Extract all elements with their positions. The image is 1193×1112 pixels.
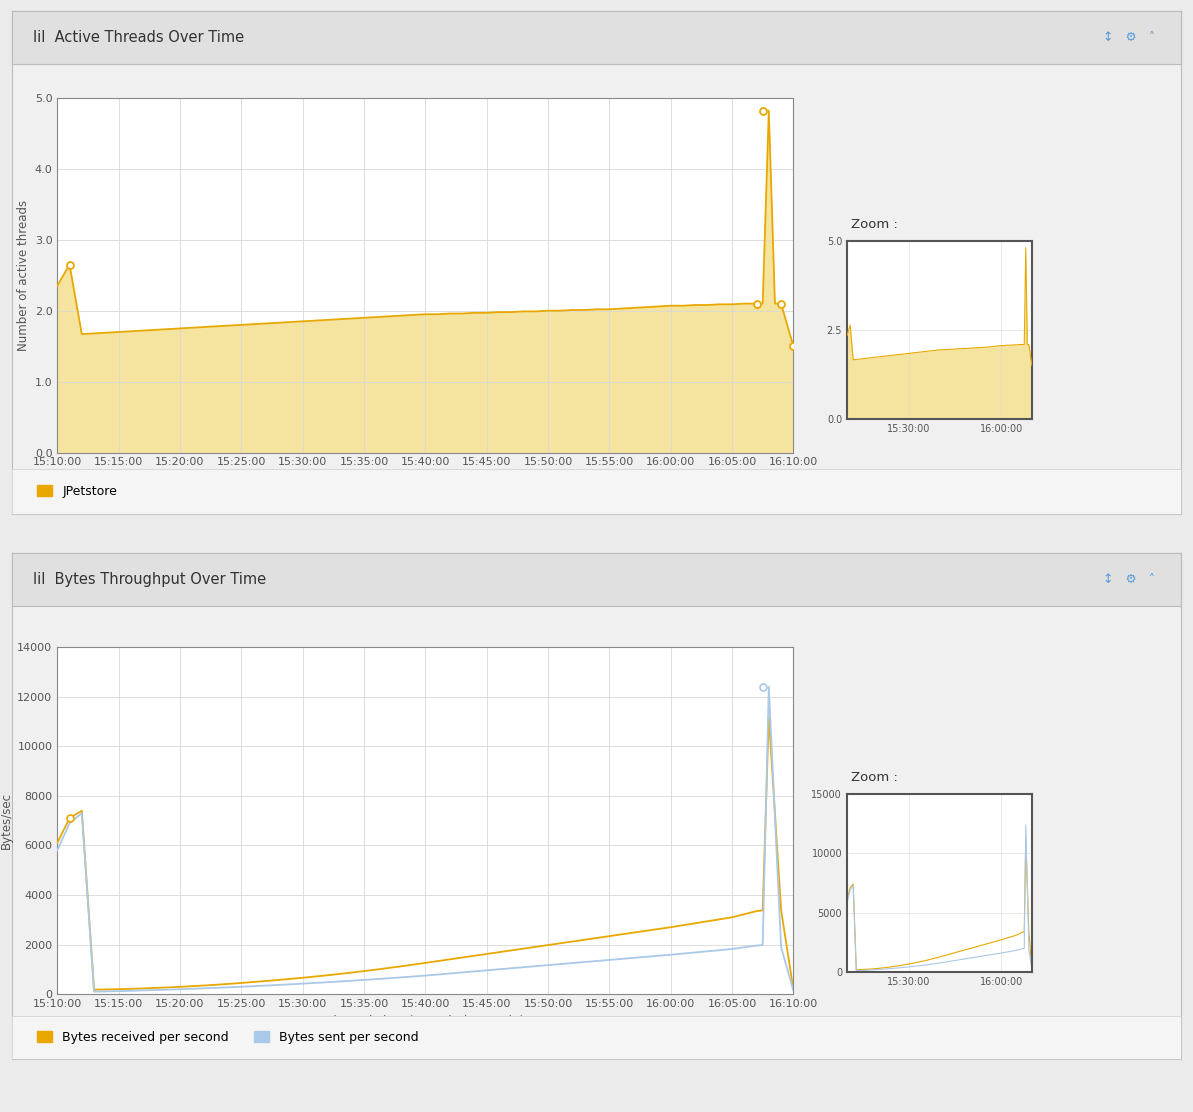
Text: ↕   ⚙   ˄: ↕ ⚙ ˄	[1104, 31, 1155, 44]
Legend: JPetstore: JPetstore	[32, 480, 122, 503]
X-axis label: Elapsed Time (granularity: 1 min): Elapsed Time (granularity: 1 min)	[326, 473, 525, 486]
Y-axis label: Number of active threads: Number of active threads	[18, 200, 31, 350]
Y-axis label: Bytes/sec: Bytes/sec	[0, 792, 13, 850]
Text: ↕   ⚙   ˄: ↕ ⚙ ˄	[1104, 573, 1155, 586]
X-axis label: Elapsed Time (granularity: 1 min): Elapsed Time (granularity: 1 min)	[326, 1014, 525, 1027]
Text: lil  Active Threads Over Time: lil Active Threads Over Time	[33, 30, 245, 46]
Legend: Bytes received per second, Bytes sent per second: Bytes received per second, Bytes sent pe…	[32, 1026, 424, 1049]
Text: Zoom :: Zoom :	[851, 771, 897, 784]
Text: Zoom :: Zoom :	[851, 218, 897, 231]
Text: lil  Bytes Throughput Over Time: lil Bytes Throughput Over Time	[33, 572, 266, 587]
